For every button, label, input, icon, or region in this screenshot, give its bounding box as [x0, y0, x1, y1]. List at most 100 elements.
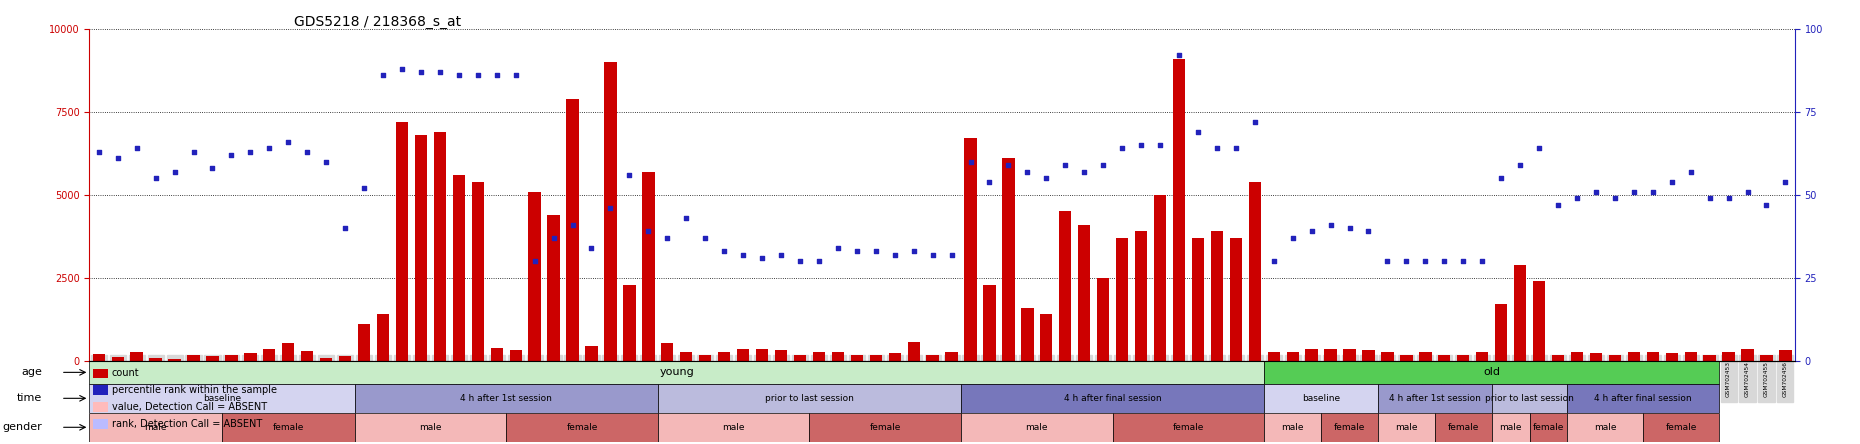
Bar	[586, 346, 597, 361]
Point	[273, 138, 303, 145]
Bar	[642, 172, 655, 361]
Bar	[1590, 353, 1601, 361]
Point	[445, 72, 474, 79]
Point	[690, 234, 720, 242]
Point	[1468, 258, 1497, 265]
Bar	[221, 413, 355, 442]
Bar	[1211, 231, 1224, 361]
Bar	[1058, 211, 1071, 361]
Point	[671, 214, 701, 222]
Bar	[567, 99, 578, 361]
Bar	[794, 355, 805, 361]
Text: 4 h after final session: 4 h after final session	[1064, 394, 1161, 403]
Text: 4 h after 1st session: 4 h after 1st session	[459, 394, 552, 403]
Text: 4 h after final session: 4 h after final session	[1594, 394, 1693, 403]
Point	[197, 165, 227, 172]
Bar	[1434, 413, 1492, 442]
Point	[1544, 201, 1574, 208]
Point	[1505, 162, 1534, 169]
Point	[1694, 194, 1724, 202]
Text: prior to last session: prior to last session	[1484, 394, 1574, 403]
Text: old: old	[1482, 367, 1501, 377]
Point	[255, 145, 285, 152]
Point	[729, 251, 759, 258]
Point	[1639, 188, 1668, 195]
Point	[1618, 188, 1648, 195]
Point	[1734, 188, 1763, 195]
Point	[822, 245, 852, 252]
Point	[1032, 175, 1062, 182]
Point	[1391, 258, 1421, 265]
Bar	[1492, 384, 1568, 413]
Bar	[1321, 413, 1378, 442]
Point	[1202, 145, 1231, 152]
Bar	[1362, 350, 1375, 361]
Bar	[169, 359, 180, 361]
Bar	[1079, 225, 1090, 361]
Bar	[149, 357, 162, 361]
Point	[1752, 201, 1782, 208]
Bar	[962, 413, 1112, 442]
Point	[331, 225, 361, 232]
Bar	[699, 355, 711, 361]
Bar	[93, 354, 104, 361]
Bar	[491, 348, 502, 361]
Point	[102, 155, 132, 162]
Point	[1523, 145, 1553, 152]
Bar	[737, 349, 750, 361]
Bar	[1477, 352, 1488, 361]
Bar	[1572, 352, 1583, 361]
Text: female: female	[1334, 423, 1365, 432]
Bar	[206, 356, 219, 361]
Point	[1676, 168, 1706, 175]
Point	[861, 248, 891, 255]
Bar	[320, 358, 333, 361]
Bar	[1646, 352, 1659, 361]
Bar	[755, 349, 768, 361]
Bar	[870, 355, 882, 361]
Point	[482, 72, 512, 79]
Bar	[1174, 59, 1185, 361]
Bar	[452, 175, 465, 361]
Bar	[1568, 384, 1719, 413]
Bar	[776, 350, 787, 361]
Text: rank, Detection Call = ABSENT: rank, Detection Call = ABSENT	[112, 419, 262, 428]
Point	[880, 251, 910, 258]
Bar	[1229, 238, 1242, 361]
Bar	[1401, 355, 1412, 361]
Bar	[681, 352, 692, 361]
Point	[84, 148, 113, 155]
Bar	[112, 357, 125, 361]
Bar	[89, 413, 221, 442]
Bar	[1495, 305, 1507, 361]
Bar	[1551, 355, 1564, 361]
Text: female: female	[1174, 423, 1203, 432]
Point	[216, 151, 246, 159]
Bar	[962, 384, 1265, 413]
Bar	[658, 384, 962, 413]
Bar	[1722, 352, 1735, 361]
Point	[1012, 168, 1042, 175]
Point	[311, 158, 340, 165]
Point	[292, 148, 322, 155]
Bar	[908, 342, 921, 361]
Text: female: female	[1665, 423, 1696, 432]
Bar	[1529, 413, 1568, 442]
Bar	[1609, 355, 1622, 361]
Point	[709, 248, 738, 255]
Bar	[1112, 413, 1265, 442]
Bar	[1265, 413, 1321, 442]
Point	[1373, 258, 1402, 265]
Point	[1241, 118, 1270, 125]
Bar	[89, 384, 355, 413]
Bar	[926, 355, 939, 361]
Point	[1296, 228, 1326, 235]
Point	[141, 175, 171, 182]
Bar	[1378, 413, 1434, 442]
Point	[1600, 194, 1629, 202]
Text: male: male	[145, 423, 167, 432]
Point	[1220, 145, 1250, 152]
Point	[614, 171, 644, 178]
Point	[1051, 162, 1081, 169]
Bar	[1248, 182, 1261, 361]
